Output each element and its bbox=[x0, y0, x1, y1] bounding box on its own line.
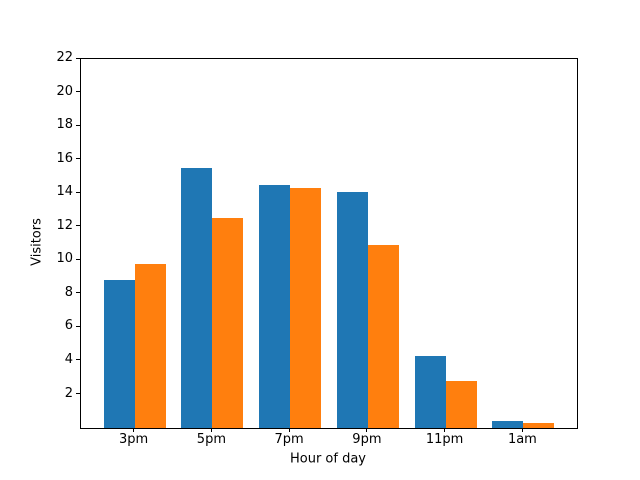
bar-orange-3pm bbox=[134, 263, 166, 428]
bar-blue-9pm bbox=[336, 191, 368, 428]
bar-blue-5pm bbox=[181, 168, 213, 428]
y-tick-label-20: 20 bbox=[56, 83, 73, 99]
x-tick-mark-3pm bbox=[133, 428, 135, 432]
x-tick-label-11pm: 11pm bbox=[425, 432, 464, 447]
x-tick-mark-5pm bbox=[210, 428, 212, 432]
bar-orange-9pm bbox=[367, 245, 399, 428]
y-tick-mark-14 bbox=[76, 191, 80, 193]
y-tick-mark-12 bbox=[76, 225, 80, 227]
bar-blue-7pm bbox=[259, 184, 291, 428]
y-tick-mark-20 bbox=[76, 91, 80, 92]
x-axis-label: Hour of day bbox=[289, 451, 367, 467]
y-tick-label-4: 4 bbox=[64, 351, 73, 367]
y-tick-label-12: 12 bbox=[56, 217, 73, 233]
x-tick-label-1am: 1am bbox=[507, 432, 537, 447]
y-tick-label-6: 6 bbox=[64, 318, 73, 334]
y-tick-mark-10 bbox=[76, 258, 80, 260]
y-tick-mark-8 bbox=[76, 292, 80, 294]
y-tick-mark-16 bbox=[76, 158, 80, 160]
y-tick-mark-18 bbox=[76, 124, 80, 126]
plot-area bbox=[80, 58, 578, 429]
x-tick-label-5pm: 5pm bbox=[196, 432, 226, 447]
y-tick-mark-22 bbox=[76, 57, 80, 59]
bar-orange-7pm bbox=[290, 188, 322, 428]
bar-orange-5pm bbox=[212, 218, 244, 428]
x-tick-mark-11pm bbox=[444, 428, 446, 432]
x-tick-mark-7pm bbox=[288, 428, 290, 432]
x-tick-label-7pm: 7pm bbox=[274, 432, 304, 447]
x-tick-mark-1am bbox=[521, 428, 523, 432]
x-tick-label-9pm: 9pm bbox=[352, 432, 382, 447]
x-tick-mark-9pm bbox=[366, 428, 368, 432]
x-tick-label-3pm: 3pm bbox=[119, 432, 149, 447]
bar-blue-11pm bbox=[414, 355, 446, 428]
y-tick-mark-2 bbox=[76, 393, 80, 394]
y-tick-label-16: 16 bbox=[56, 150, 73, 166]
bars-layer bbox=[81, 59, 577, 428]
bar-blue-1am bbox=[492, 421, 524, 428]
y-tick-label-14: 14 bbox=[56, 184, 73, 200]
y-tick-mark-6 bbox=[76, 325, 80, 327]
y-tick-mark-4 bbox=[76, 359, 80, 361]
y-tick-label-10: 10 bbox=[56, 251, 73, 267]
y-tick-label-22: 22 bbox=[56, 50, 73, 65]
bar-orange-11pm bbox=[445, 381, 477, 428]
y-tick-label-8: 8 bbox=[64, 284, 73, 300]
y-tick-label-18: 18 bbox=[56, 117, 73, 133]
y-tick-label-2: 2 bbox=[64, 385, 73, 401]
bar-orange-1am bbox=[523, 423, 555, 428]
bar-blue-3pm bbox=[103, 280, 135, 428]
